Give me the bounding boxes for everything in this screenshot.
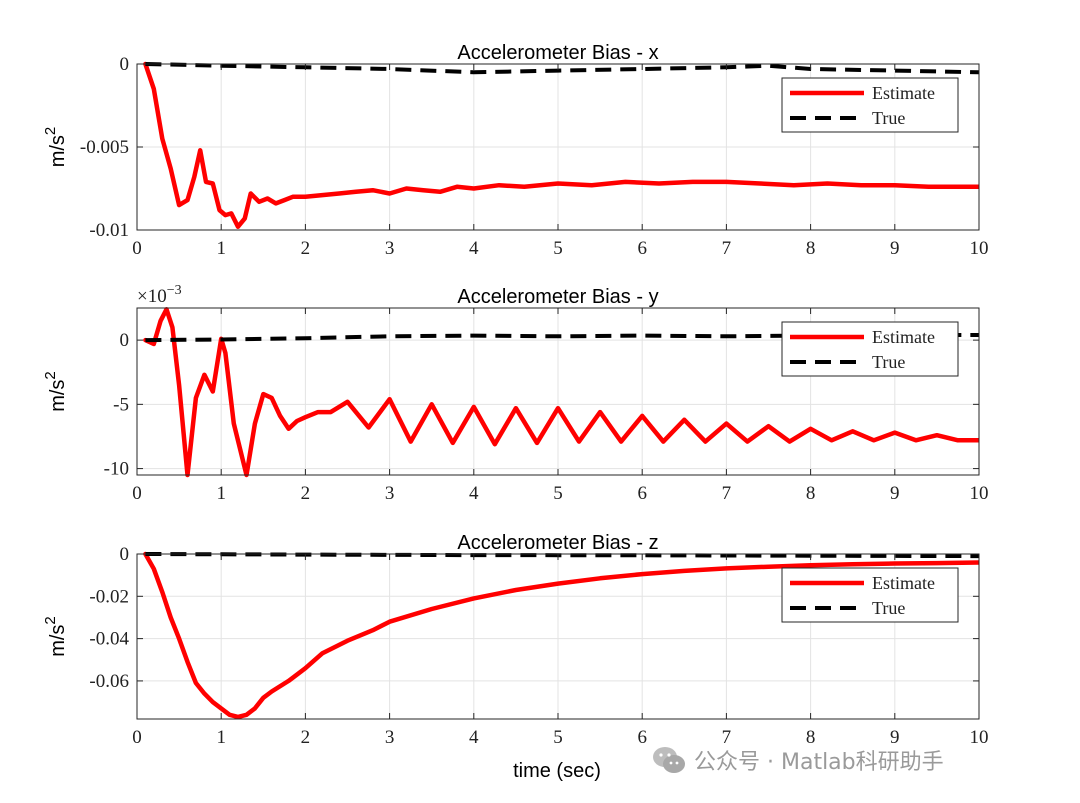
x-tick-label: 9	[890, 483, 900, 504]
x-tick-label: 6	[637, 727, 647, 748]
x-tick-label: 2	[301, 483, 311, 504]
series-estimate-line	[143, 307, 979, 478]
x-tick-label: 9	[890, 238, 900, 259]
x-tick-label: 9	[890, 727, 900, 748]
legend-box	[781, 567, 959, 623]
x-tick-label: 1	[216, 483, 226, 504]
legend-box	[781, 321, 959, 377]
y-tick-label: -10	[104, 459, 129, 480]
x-tick-label: 8	[806, 238, 816, 259]
y-tick-label: -0.02	[89, 586, 129, 607]
y-tick-label: -0.01	[89, 220, 129, 241]
x-tick-label: 3	[385, 727, 395, 748]
series-true-line	[145, 333, 979, 343]
y-axis-label-superscript: 2	[42, 127, 59, 135]
x-tick-label: 4	[469, 238, 479, 259]
x-tick-label: 10	[970, 483, 989, 504]
y-axis-label: m/s2	[42, 371, 69, 412]
x-tick-label: 7	[722, 483, 732, 504]
chart-title: Accelerometer Bias - z	[457, 532, 658, 554]
legend-label-estimate: Estimate	[872, 327, 935, 347]
series-group	[143, 61, 979, 229]
x-tick-label: 7	[722, 727, 732, 748]
legend: Estimate True	[781, 77, 959, 133]
legend-label-true: True	[872, 108, 905, 128]
y-tick-label: 0	[120, 544, 130, 565]
x-tick-label: 3	[385, 238, 395, 259]
series-true-line	[145, 62, 979, 75]
x-tick-label: 6	[637, 483, 647, 504]
series-group	[143, 307, 979, 478]
y-tick-label: -5	[113, 394, 129, 415]
y-axis-label-unit: m/s	[47, 625, 69, 657]
y-axis-label: m/s2	[42, 616, 69, 657]
y-tick-label: 0	[120, 330, 130, 351]
series-estimate-line	[143, 61, 979, 229]
y-axis-label: m/s2	[42, 127, 69, 168]
x-axis-label: time (sec)	[513, 760, 601, 782]
watermark-text: 公众号 · Matlab科研助手	[694, 750, 944, 775]
x-tick-label: 4	[469, 483, 479, 504]
series-estimate-line	[143, 551, 979, 720]
legend-label-estimate: Estimate	[872, 83, 935, 103]
x-tick-label: 1	[216, 238, 226, 259]
y-axis-label-unit: m/s	[47, 135, 69, 167]
wechat-icon	[653, 747, 685, 773]
x-tick-label: 0	[132, 727, 142, 748]
y-tick-label: -0.04	[89, 629, 129, 650]
y-axis-label-superscript: 2	[42, 616, 59, 624]
y-multiplier-exponent: −3	[167, 283, 182, 298]
x-tick-label: 5	[553, 727, 563, 748]
x-tick-label: 3	[385, 483, 395, 504]
panel-1: 0 1 2 3 4 5 6 7 8 9 10 0 -0.005 -0.01 Accelerometer Bi…	[42, 42, 989, 259]
x-tick-label: 1	[216, 727, 226, 748]
y-tick-label: -0.005	[80, 137, 129, 158]
x-tick-label: 2	[301, 727, 311, 748]
x-tick-label: 2	[301, 238, 311, 259]
x-tick-label: 5	[553, 238, 563, 259]
chart-title: Accelerometer Bias - y	[457, 286, 658, 308]
panel-2: 0 1 2 3 4 5 6 7 8 9 100-5-10×10−3 Accelerometer Bia…	[42, 283, 989, 504]
legend: Estimate True	[781, 567, 959, 623]
x-tick-label: 7	[722, 238, 732, 259]
x-tick-label: 10	[970, 727, 989, 748]
legend-label-true: True	[872, 352, 905, 372]
watermark: 公众号 · Matlab科研助手	[652, 744, 944, 776]
legend-label-true: True	[872, 598, 905, 618]
x-tick-label: 10	[970, 238, 989, 259]
x-tick-label: 0	[132, 483, 142, 504]
y-axis-label-superscript: 2	[42, 371, 59, 379]
panel-3: 0 1 2 3 4 5 6 7 8 9 10 0 -0.02 -0.04 -0.06 Acceleromete…	[42, 532, 989, 748]
x-tick-label: 0	[132, 238, 142, 259]
y-tick-label: -0.06	[89, 671, 129, 692]
y-axis-label-unit: m/s	[47, 380, 69, 412]
legend-box	[781, 77, 959, 133]
x-tick-label: 4	[469, 727, 479, 748]
legend-label-estimate: Estimate	[872, 573, 935, 593]
x-tick-label: 6	[637, 238, 647, 259]
legend: Estimate True	[781, 321, 959, 377]
x-tick-label: 8	[806, 483, 816, 504]
x-tick-label: 8	[806, 727, 816, 748]
y-tick-label: 0	[120, 54, 130, 75]
x-tick-label: 5	[553, 483, 563, 504]
chart-title: Accelerometer Bias - x	[457, 42, 658, 64]
